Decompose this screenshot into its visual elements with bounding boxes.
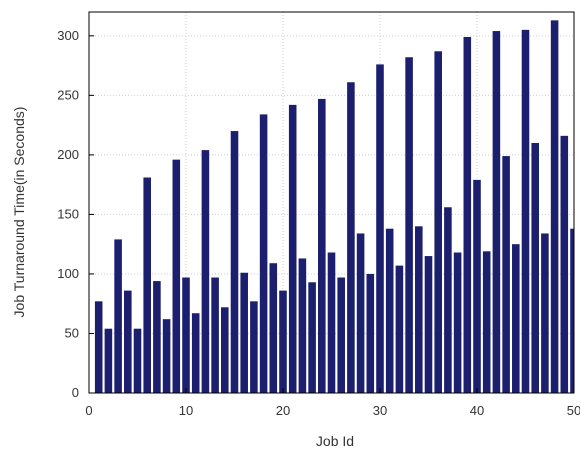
bar-job-31 — [385, 228, 394, 393]
bar-job-42 — [492, 31, 501, 394]
y-tick-label: 300 — [57, 28, 79, 43]
bar-job-34 — [415, 226, 423, 393]
bar-job-30 — [376, 64, 384, 393]
bar-job-27 — [347, 82, 355, 393]
bar-job-39 — [463, 37, 472, 394]
bar-job-19 — [269, 263, 278, 393]
bar-job-11 — [191, 313, 200, 393]
bar-job-2 — [104, 328, 113, 393]
plot-frame — [88, 11, 575, 394]
bar-job-40 — [473, 179, 481, 393]
bar-job-38 — [453, 252, 462, 393]
bar-job-26 — [337, 277, 345, 393]
y-axis-ticks: 0 50 100 150 200 250 300 — [57, 28, 94, 400]
bar-job-18 — [259, 114, 268, 394]
bar-job-15 — [230, 131, 239, 393]
bar-job-16 — [240, 272, 248, 393]
bars — [94, 20, 574, 394]
y-tick-label: 250 — [57, 87, 79, 102]
bar-job-23 — [308, 282, 316, 393]
bar-job-28 — [356, 233, 365, 393]
bar-job-4 — [124, 290, 132, 393]
bar-job-22 — [298, 258, 307, 393]
bar-job-14 — [221, 307, 229, 393]
bar-job-45 — [521, 29, 530, 393]
bar-job-46 — [531, 142, 539, 393]
y-tick-label: 150 — [57, 206, 79, 221]
bar-job-33 — [405, 57, 413, 394]
bar-job-29 — [366, 273, 375, 393]
bar-job-8 — [162, 319, 171, 393]
y-tick-label: 100 — [57, 266, 79, 281]
x-tick-label: 10 — [179, 403, 193, 418]
y-axis-label: Job Turnaround Time(in Seconds) — [11, 107, 27, 318]
bar-job-12 — [201, 150, 210, 393]
bar-job-37 — [444, 207, 452, 393]
bar-job-1 — [94, 301, 103, 393]
bar-job-43 — [502, 156, 510, 393]
bar-job-44 — [512, 244, 520, 393]
x-tick-label: 30 — [373, 403, 387, 418]
bar-job-3 — [114, 239, 122, 393]
y-tick-label: 50 — [65, 325, 79, 340]
x-tick-label: 50 — [567, 403, 580, 418]
bar-job-49 — [560, 135, 569, 393]
bar-job-48 — [550, 20, 559, 393]
bar-job-13 — [211, 277, 219, 393]
y-tick-label: 200 — [57, 147, 79, 162]
x-axis-ticks: 0 10 20 30 40 50 — [85, 388, 580, 418]
bar-job-32 — [395, 265, 404, 393]
bar-job-20 — [279, 290, 287, 393]
bar-job-35 — [424, 256, 433, 393]
y-tick-label: 0 — [72, 385, 79, 400]
bar-job-10 — [182, 277, 190, 393]
bar-job-17 — [250, 301, 258, 393]
bar-job-25 — [327, 252, 336, 393]
bar-job-50 — [570, 228, 574, 393]
bar-job-24 — [318, 98, 326, 394]
bar-job-36 — [434, 51, 442, 394]
x-tick-label: 40 — [470, 403, 484, 418]
bar-job-47 — [541, 233, 549, 393]
bar-job-5 — [133, 328, 142, 393]
bar-job-6 — [143, 177, 151, 393]
plot-border — [88, 11, 575, 394]
x-axis-label: Job Id — [316, 433, 354, 449]
x-tick-label: 20 — [276, 403, 290, 418]
bar-job-21 — [288, 104, 297, 394]
bar-job-7 — [153, 281, 161, 393]
bar-job-41 — [482, 251, 491, 393]
x-tick-label: 0 — [85, 403, 92, 418]
bar-job-9 — [172, 159, 181, 393]
